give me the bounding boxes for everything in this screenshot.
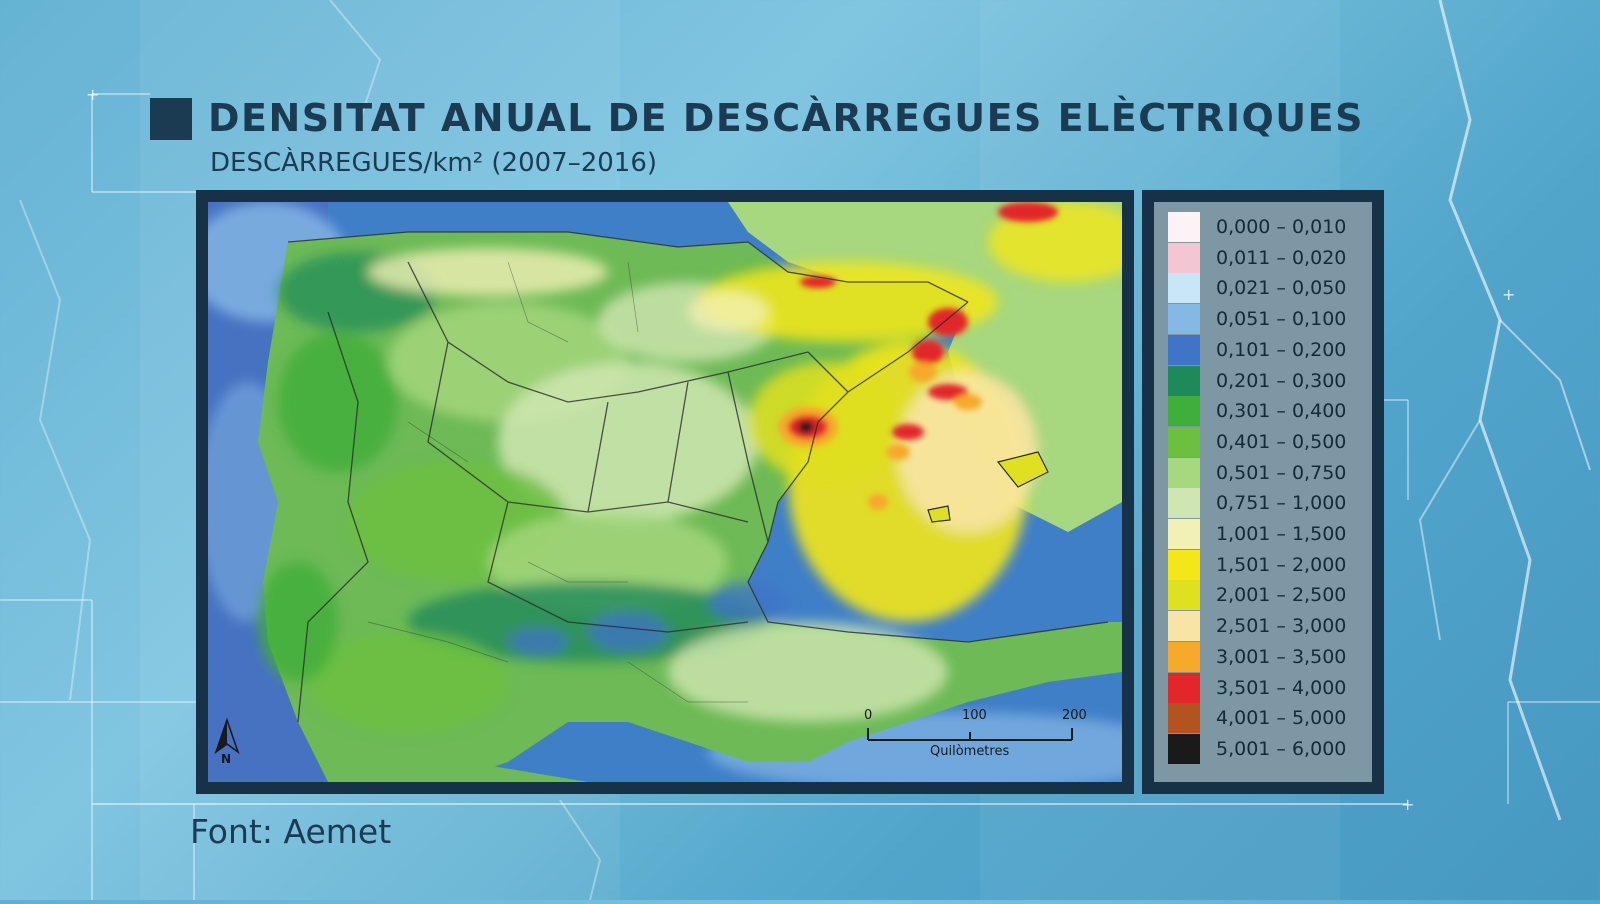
legend-swatch — [1168, 334, 1200, 365]
svg-text:+: + — [1502, 285, 1515, 304]
legend-item: 1,501 – 2,000 — [1168, 549, 1347, 580]
legend-swatch — [1168, 242, 1200, 273]
legend-range-label: 1,001 – 1,500 — [1216, 523, 1347, 545]
page-title: DENSITAT ANUAL DE DESCÀRREGUES ELÈCTRIQU… — [208, 96, 1364, 140]
legend-swatch — [1168, 641, 1200, 672]
legend-range-label: 0,501 – 0,750 — [1216, 461, 1347, 484]
legend: 0,000 – 0,010 0,011 – 0,020 0,021 – 0,050 0… — [1154, 202, 1372, 782]
legend-swatch — [1168, 426, 1200, 457]
legend-item: 0,301 – 0,400 — [1168, 396, 1347, 427]
legend-swatch — [1168, 457, 1200, 488]
legend-item: 3,001 – 3,500 — [1168, 641, 1347, 672]
scale-tick-0: 0 — [864, 708, 873, 723]
source-credit: Font: Aemet — [190, 812, 392, 851]
legend-item: 0,011 – 0,020 — [1168, 242, 1347, 273]
page-subtitle: DESCÀRREGUES/km² (2007–2016) — [210, 148, 658, 178]
region-borders — [287, 231, 1109, 723]
legend-item: 1,001 – 1,500 — [1168, 519, 1346, 549]
legend-range-label: 2,001 – 2,500 — [1216, 584, 1347, 607]
legend-range-label: 4,001 – 5,000 — [1216, 707, 1347, 730]
legend-range-label: 0,751 – 1,000 — [1216, 492, 1347, 515]
legend-item: 0,101 – 0,200 — [1168, 334, 1347, 365]
svg-text:+: + — [86, 85, 99, 104]
legend-swatch — [1168, 580, 1200, 611]
lightning-density-map: N 0 100 200 Quilòmetres — [208, 202, 1122, 782]
legend-swatch — [1168, 273, 1200, 304]
legend-range-label: 3,001 – 3,500 — [1216, 645, 1347, 668]
legend-item: 0,021 – 0,050 — [1168, 273, 1347, 304]
legend-range-label: 0,301 – 0,400 — [1216, 400, 1347, 423]
legend-item: 0,000 – 0,010 — [1168, 212, 1346, 242]
map-panel: N 0 100 200 Quilòmetres — [196, 190, 1134, 794]
scale-tick-200: 200 — [1062, 708, 1087, 723]
legend-item: 4,001 – 5,000 — [1168, 703, 1347, 734]
legend-item: 0,051 – 0,100 — [1168, 304, 1347, 335]
legend-range-label: 3,501 – 4,000 — [1216, 676, 1347, 699]
legend-range-label: 0,201 – 0,300 — [1216, 369, 1347, 392]
scale-unit-label: Quilòmetres — [930, 744, 1010, 759]
legend-item: 0,201 – 0,300 — [1168, 365, 1347, 396]
legend-range-label: 5,001 – 6,000 — [1216, 737, 1347, 760]
scale-tick-100: 100 — [962, 708, 987, 723]
legend-range-label: 0,011 – 0,020 — [1216, 246, 1347, 269]
iberia-map — [208, 202, 1122, 782]
legend-panel: 0,000 – 0,010 0,011 – 0,020 0,021 – 0,050 0… — [1142, 190, 1384, 794]
scale-bar: 0 100 200 Quilòmetres — [858, 708, 1098, 768]
legend-item: 0,751 – 1,000 — [1168, 488, 1347, 519]
north-label: N — [221, 752, 232, 766]
north-arrow: N — [212, 716, 242, 768]
legend-range-label: 1,501 – 2,000 — [1216, 553, 1347, 576]
legend-swatch — [1168, 396, 1200, 427]
legend-swatch — [1168, 703, 1200, 734]
legend-item: 2,501 – 3,000 — [1168, 611, 1347, 642]
scale-line — [867, 728, 1073, 741]
legend-range-label: 0,021 – 0,050 — [1216, 277, 1347, 300]
legend-swatch — [1168, 549, 1200, 580]
legend-swatch — [1168, 365, 1200, 396]
legend-swatch — [1168, 304, 1200, 335]
title-marker — [150, 98, 192, 140]
legend-range-label: 0,051 – 0,100 — [1216, 308, 1347, 331]
legend-item: 0,501 – 0,750 — [1168, 457, 1347, 488]
legend-swatch — [1168, 212, 1200, 242]
legend-range-label: 0,101 – 0,200 — [1216, 338, 1347, 361]
svg-text:+: + — [1401, 795, 1414, 814]
legend-item: 3,501 – 4,000 — [1168, 672, 1347, 703]
north-arrow-icon — [214, 717, 240, 755]
legend-range-label: 0,000 – 0,010 — [1216, 216, 1347, 238]
legend-item: 2,001 – 2,500 — [1168, 580, 1347, 611]
legend-swatch — [1168, 488, 1200, 519]
legend-range-label: 2,501 – 3,000 — [1216, 615, 1347, 638]
legend-swatch — [1168, 733, 1200, 764]
legend-item: 5,001 – 6,000 — [1168, 733, 1347, 764]
legend-swatch — [1168, 672, 1200, 703]
legend-range-label: 0,401 – 0,500 — [1216, 430, 1347, 453]
legend-swatch — [1168, 611, 1200, 642]
legend-swatch — [1168, 519, 1200, 549]
legend-item: 0,401 – 0,500 — [1168, 426, 1347, 457]
